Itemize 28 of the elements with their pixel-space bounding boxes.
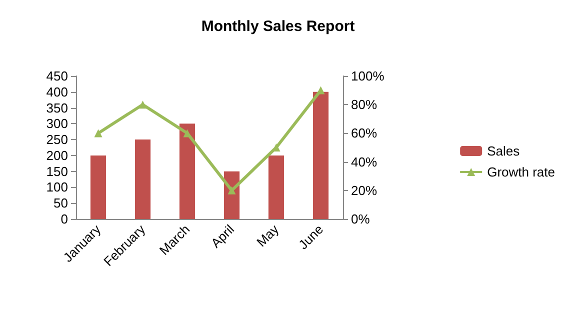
point xyxy=(138,100,147,109)
y-tick-label: 0 xyxy=(60,212,68,226)
y-tick-label: 350 xyxy=(46,100,68,116)
y-tick-label: 50 xyxy=(54,196,68,211)
y2-tick-label: 40% xyxy=(351,154,378,170)
y2-tick-label: 20% xyxy=(351,182,378,198)
bar xyxy=(312,92,329,219)
y-tick-label: 450 xyxy=(46,68,68,84)
bar xyxy=(90,155,106,219)
y-tick-label: 150 xyxy=(46,164,68,179)
legend-label: Sales xyxy=(487,144,520,158)
x-tick-label: May xyxy=(254,221,282,250)
legend-label: Growth rate xyxy=(487,164,556,180)
y2-tick-label: 100% xyxy=(351,68,385,84)
bar xyxy=(268,155,284,219)
bar xyxy=(179,124,196,219)
y-tick-label: 400 xyxy=(46,84,68,100)
point xyxy=(94,129,102,138)
y-tick-label: 200 xyxy=(46,148,68,163)
bar xyxy=(134,140,151,219)
y2-tick-label: 60% xyxy=(351,126,378,141)
y2-tick-label: 0% xyxy=(351,212,370,226)
y2-tick-label: 80% xyxy=(351,97,378,112)
y-tick-label: 100 xyxy=(46,180,68,195)
y-tick-label: 300 xyxy=(46,116,68,132)
y-tick-label: 250 xyxy=(46,132,68,148)
point xyxy=(228,186,236,194)
chart-title: Monthly Sales Report xyxy=(201,18,355,35)
